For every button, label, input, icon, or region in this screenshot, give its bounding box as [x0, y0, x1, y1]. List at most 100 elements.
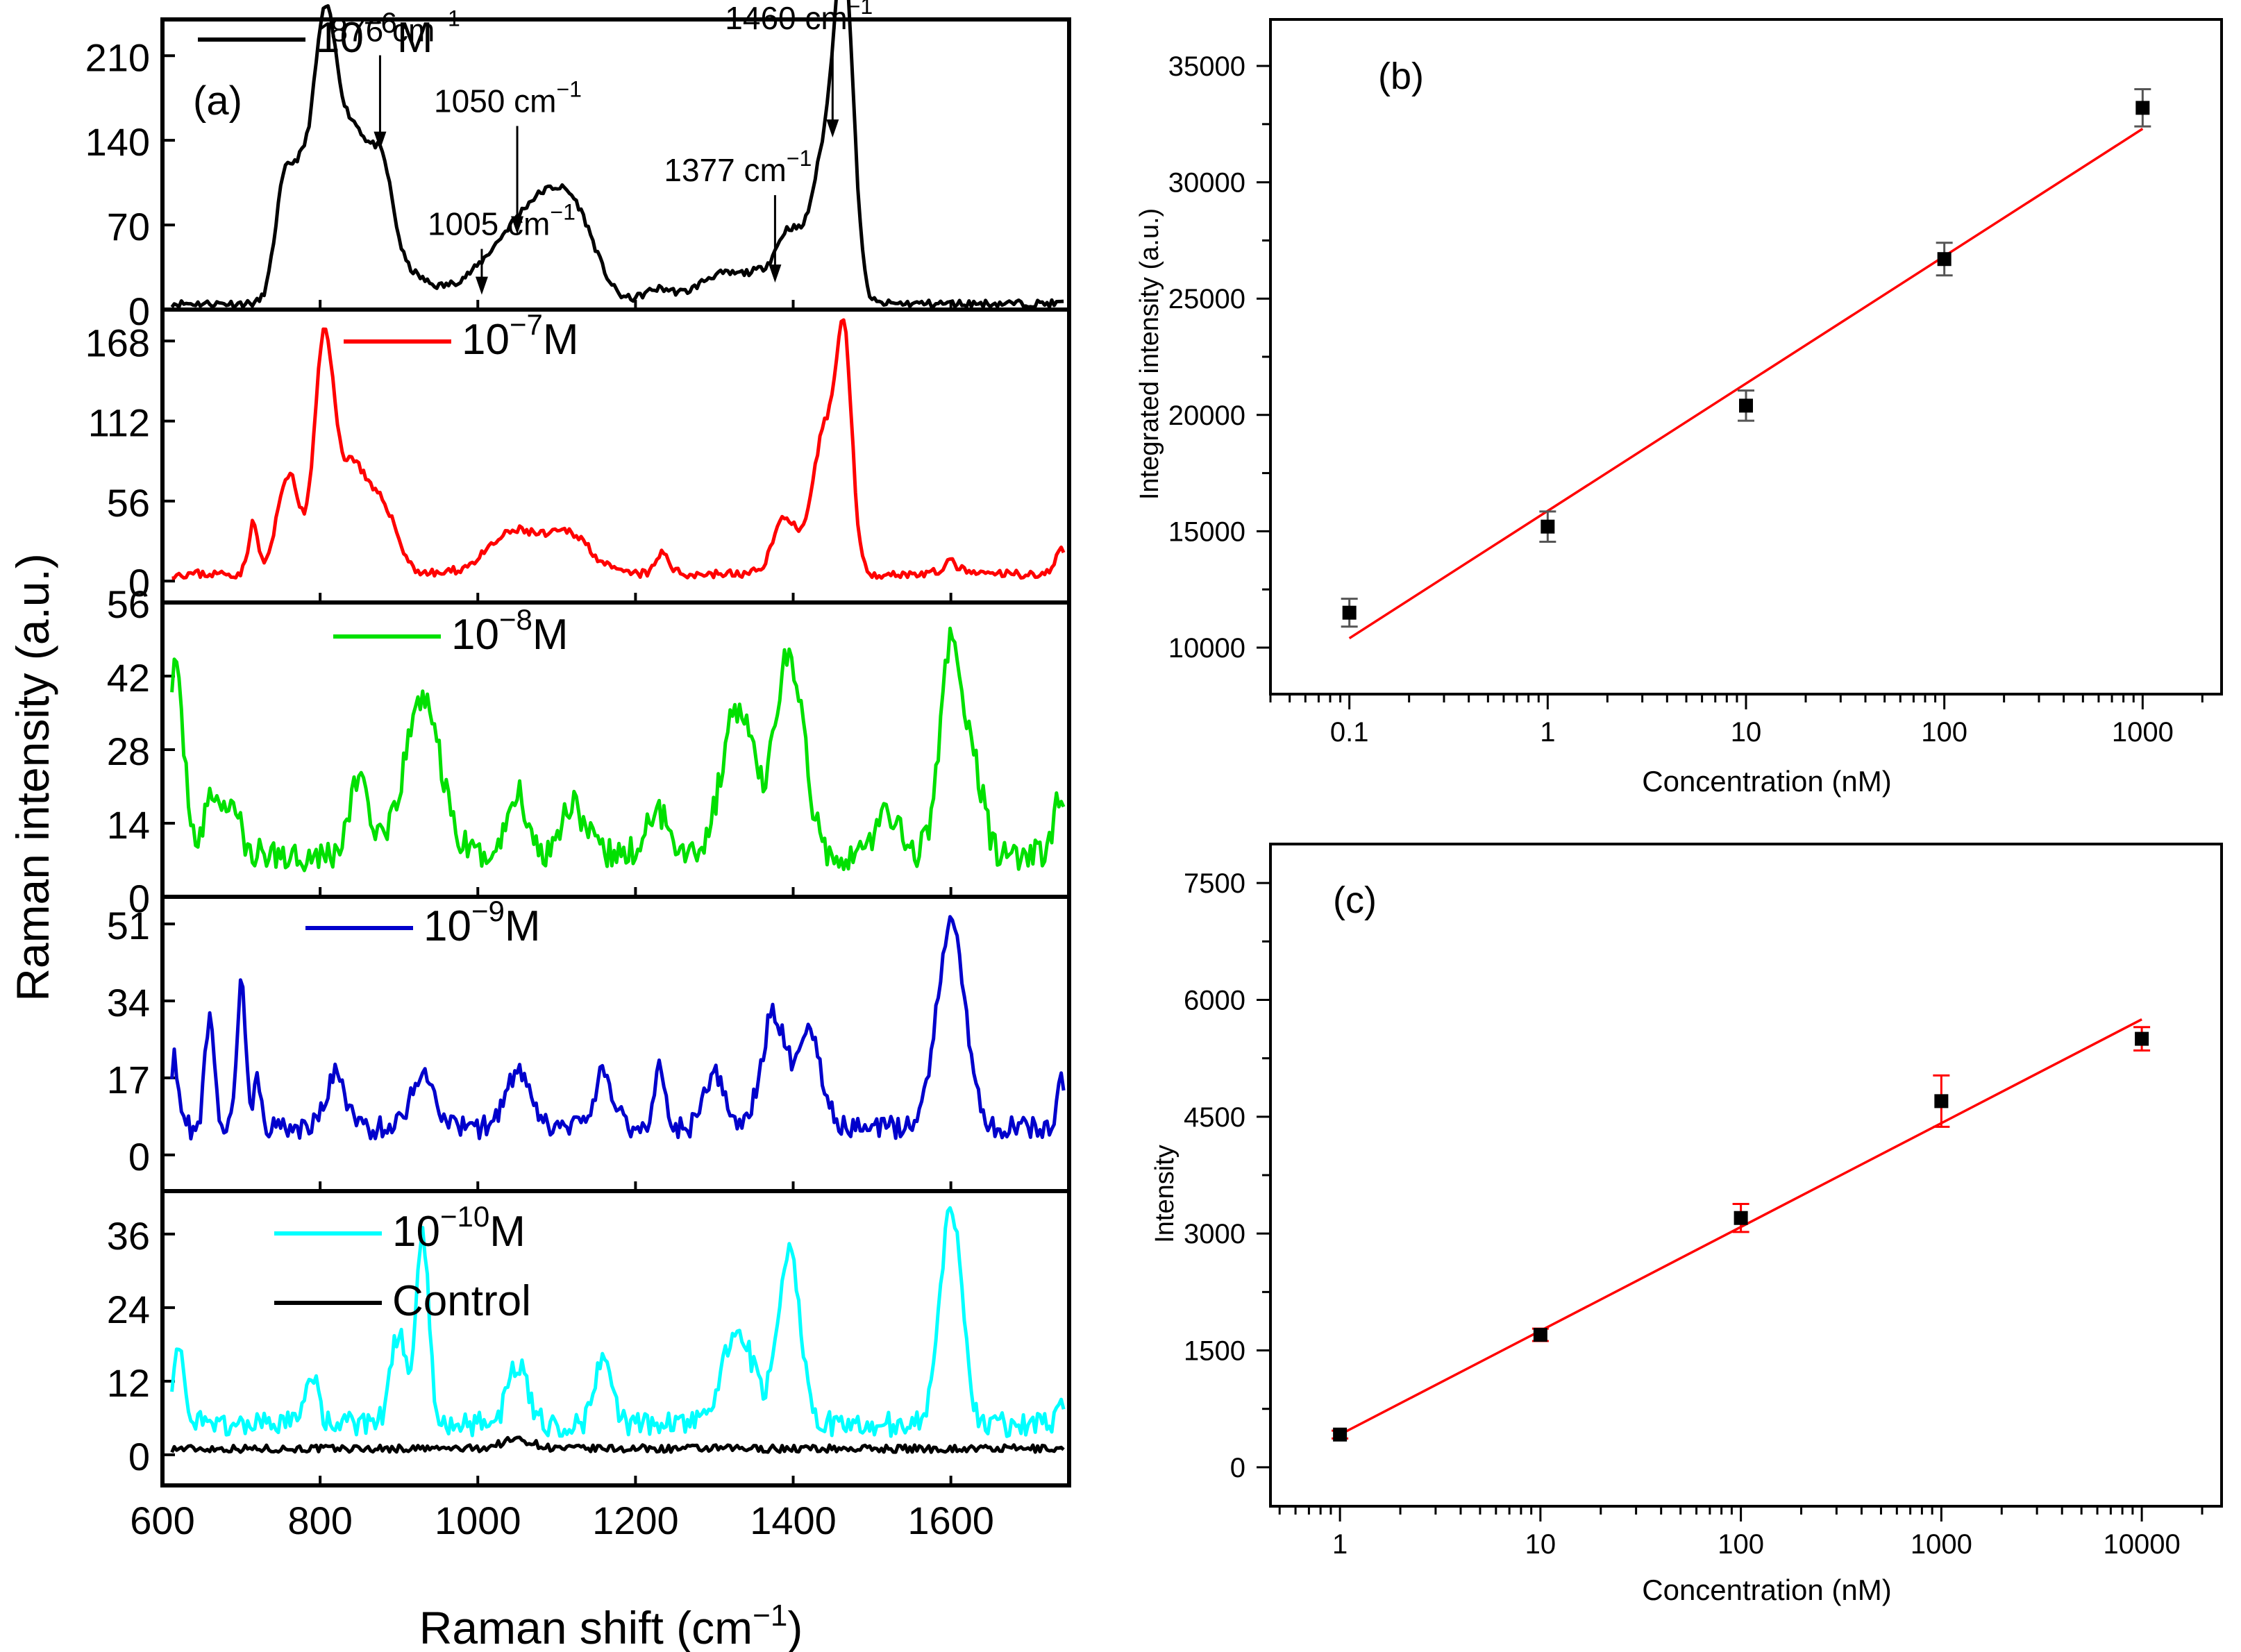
x-tick-label: 1200	[592, 1499, 679, 1542]
legend-unit: M	[489, 1208, 526, 1256]
y-tick-label: 168	[85, 321, 150, 364]
y-tick-label: 56	[107, 481, 150, 525]
legend-unit: M	[397, 14, 433, 62]
y-tick-label: 210	[85, 35, 150, 79]
annotation-label: 876 cm−1	[330, 6, 460, 49]
data-point	[1934, 1094, 1949, 1109]
annotation-label: 1377 cm−1	[664, 146, 812, 188]
y-tick-label: 14	[107, 803, 150, 847]
x-tick-label: 1000	[2112, 717, 2174, 748]
annotation-text: 1005 cm	[428, 206, 550, 242]
annotation-arrowhead	[511, 216, 524, 235]
spectrum-subpanel-p9: 0 17 34 51 10−9M	[107, 895, 1071, 1193]
legend-base: 10	[316, 14, 364, 62]
x-tick-label: 1	[1540, 717, 1555, 748]
legend-exponent: −8	[499, 603, 532, 636]
legend-exponent: −6	[364, 6, 397, 39]
data-point	[2135, 101, 2150, 115]
annotation-exponent: −1	[556, 77, 581, 102]
x-tick-label: 600	[130, 1499, 194, 1542]
data-point	[1342, 605, 1357, 620]
series-line-c10	[170, 1206, 1066, 1438]
calibration-panel-b: 0.1 1 10 100 1000 10000 15000 20000 25000 30000 35…	[1135, 18, 2223, 798]
y-tick-label: 112	[88, 401, 150, 445]
x-tick-label: 10000	[2103, 1529, 2180, 1560]
legend-label: 10−6M	[316, 6, 433, 62]
panel-c-ylabel: Intensity	[1150, 1145, 1180, 1243]
legend-base: 10	[462, 316, 510, 364]
y-tick-label: 3000	[1184, 1219, 1245, 1249]
y-tick-label: 0	[1230, 1453, 1245, 1483]
x-tick-label: 1000	[435, 1499, 521, 1542]
data-point	[1739, 398, 1753, 413]
legend-label: Control	[392, 1277, 531, 1325]
y-tick-label: 35000	[1168, 51, 1245, 82]
y-tick-label: 1500	[1184, 1336, 1245, 1367]
y-tick-label: 140	[85, 120, 150, 164]
y-tick-label: 10000	[1168, 633, 1245, 664]
series-line-c9	[170, 915, 1066, 1141]
panel-a-label: (a)	[193, 78, 242, 124]
y-tick-label: 34	[107, 981, 150, 1025]
y-tick-label: 17	[107, 1058, 150, 1102]
series-line-c8	[170, 626, 1066, 873]
y-tick-label: 0	[128, 877, 150, 920]
y-tick-label: 0	[128, 561, 150, 605]
legend-exponent: −9	[471, 895, 505, 927]
legend-unit: M	[505, 902, 541, 950]
y-tick-label: 6000	[1184, 985, 1245, 1015]
x-tick-label: 100	[1718, 1529, 1764, 1560]
y-tick-label: 51	[107, 904, 150, 947]
series-line-c6	[170, 0, 1064, 309]
y-tick-label: 56	[107, 582, 150, 626]
data-point	[1734, 1211, 1748, 1225]
x-tick-label: 100	[1921, 717, 1967, 748]
annotation-text: 1377 cm	[664, 152, 786, 188]
x-tick-label: 1000	[1911, 1529, 1972, 1560]
legend-exponent: −10	[440, 1200, 489, 1233]
y-tick-label: 70	[107, 205, 150, 248]
legend-base: 10	[392, 1208, 440, 1256]
subpanel-frame	[160, 1189, 1071, 1487]
plot-frame	[1269, 843, 2223, 1508]
x-tick-label: 10	[1525, 1529, 1556, 1560]
panel-b-ylabel: Integrated intensity (a.u.)	[1135, 208, 1164, 500]
plot-frame	[1269, 18, 2223, 696]
y-tick-label: 12	[107, 1361, 150, 1405]
legend-unit: M	[543, 316, 579, 364]
y-tick-label: 36	[107, 1214, 150, 1258]
panel-c-label: (c)	[1333, 879, 1377, 921]
data-point	[2135, 1031, 2149, 1046]
legend-exponent: −7	[510, 308, 543, 341]
y-tick-label: 0	[128, 1435, 150, 1478]
subpanel-frame	[160, 307, 1071, 605]
xlabel-sup: −1	[753, 1599, 787, 1633]
fit-line	[1348, 128, 2144, 640]
xlabel-main: Raman shift (cm	[419, 1602, 753, 1652]
calibration-panel-c: 1 10 100 1000 10000 0 1500 3000 4500 6000 7500 (c)…	[1150, 843, 2223, 1606]
y-tick-label: 0	[128, 1135, 150, 1179]
annotation-arrowhead	[826, 119, 839, 138]
y-tick-label: 25000	[1168, 284, 1245, 314]
y-tick-label: 4500	[1184, 1102, 1245, 1133]
annotation-arrowhead	[374, 131, 387, 150]
spectrum-subpanel-p10: 0 12 24 36 10−10M Control	[107, 1189, 1071, 1487]
x-tick-label: 10	[1731, 717, 1762, 748]
x-tick-label: 1400	[750, 1499, 837, 1542]
x-tick-label: 1600	[907, 1499, 994, 1542]
panel-b-xlabel: Concentration (nM)	[1642, 765, 1891, 798]
spectrum-subpanel-p7: 0 56 112 168 10−7M	[85, 307, 1071, 605]
legend-base: 10	[423, 902, 471, 950]
x-tick-label: 800	[287, 1499, 352, 1542]
legend-label: 10−8M	[451, 603, 569, 659]
y-tick-label: 15000	[1168, 516, 1245, 547]
subpanel-frame	[160, 17, 1071, 312]
data-point	[1333, 1427, 1348, 1442]
data-point	[1937, 252, 1952, 267]
panel-c-xlabel: Concentration (nM)	[1642, 1574, 1891, 1606]
y-tick-label: 30000	[1168, 168, 1245, 199]
y-tick-label: 20000	[1168, 401, 1245, 431]
legend-label: 10−7M	[462, 308, 579, 364]
spectrum-subpanel-p8: 0 14 28 42 56 10−8M	[107, 582, 1071, 920]
